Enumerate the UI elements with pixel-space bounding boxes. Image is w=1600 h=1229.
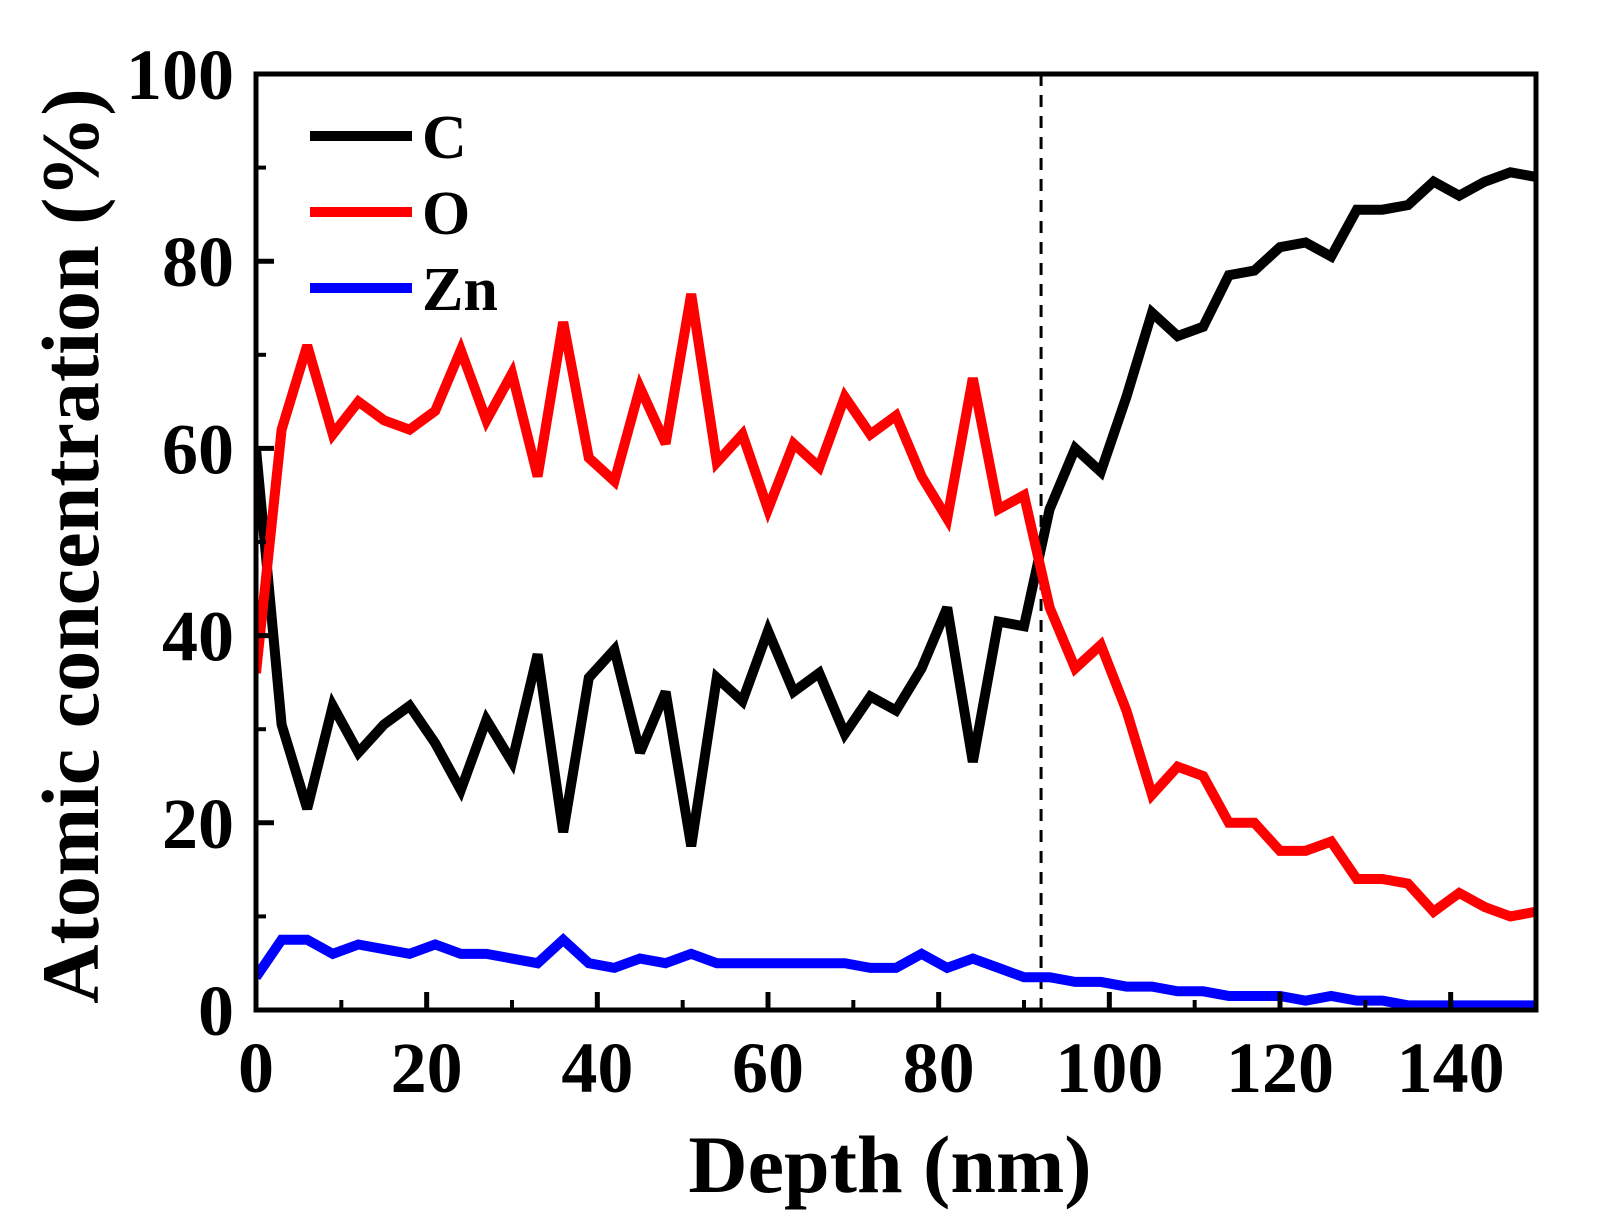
legend: CO Zn bbox=[310, 104, 498, 324]
y-tick-label: 40 bbox=[162, 597, 234, 677]
y-tick-label: 100 bbox=[126, 35, 234, 115]
y-tick-label: 60 bbox=[162, 409, 234, 489]
x-tick-label: 0 bbox=[238, 1028, 274, 1108]
legend-label-o: O bbox=[422, 180, 470, 248]
legend-label-zn: Zn bbox=[422, 256, 498, 324]
axis-labels: Depth (nm) Atomic concentration (%) bbox=[25, 88, 1092, 1210]
series-line-zn bbox=[256, 933, 1536, 1010]
ticks: 0 20 40 60 80 100 120 140 0 20 40 60 80 100 bbox=[126, 35, 1538, 1108]
series-line-o bbox=[256, 293, 1536, 922]
legend-label-c: C bbox=[422, 104, 467, 172]
x-tick-label: 40 bbox=[561, 1028, 633, 1108]
y-axis-label: Atomic concentration (%) bbox=[25, 88, 116, 1003]
x-tick-label: 60 bbox=[732, 1028, 804, 1108]
x-tick-label: 120 bbox=[1226, 1028, 1334, 1108]
y-tick-label: 80 bbox=[162, 222, 234, 302]
x-tick-label: 140 bbox=[1397, 1028, 1505, 1108]
x-tick-label: 100 bbox=[1055, 1028, 1163, 1108]
y-tick-label: 20 bbox=[162, 784, 234, 864]
y-tick-label: 0 bbox=[198, 971, 234, 1051]
x-tick-label: 20 bbox=[391, 1028, 463, 1108]
series-line-c bbox=[256, 167, 1536, 848]
x-tick-label: 80 bbox=[903, 1028, 975, 1108]
series-lines bbox=[256, 167, 1536, 1010]
x-axis-label: Depth (nm) bbox=[688, 1119, 1091, 1210]
